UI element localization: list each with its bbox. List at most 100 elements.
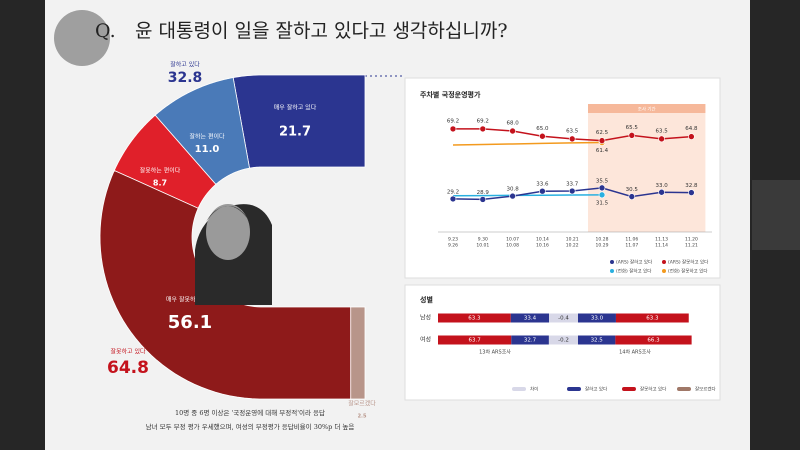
x-tick-label: 10.01 <box>476 243 489 249</box>
legend-label: (전화) 잘못하고 있다 <box>668 268 708 275</box>
chart-title: 성별 <box>420 295 433 304</box>
value-label: 68.0 <box>506 121 519 127</box>
value-label: 32.5 <box>591 338 604 344</box>
value-label: 32.8 <box>685 183 698 189</box>
legend-swatch <box>567 387 581 391</box>
segment-label: 매우 잘하고 있다 <box>274 104 317 112</box>
footnote: 남녀 모두 부정 평가 우세했으며, 여성의 부정평가 응답비율이 30%p 더… <box>146 422 355 431</box>
change-box <box>549 313 578 323</box>
segment-label: 매우 잘못하고 있다 <box>166 296 214 304</box>
point <box>568 135 576 143</box>
legend-swatch <box>512 387 526 391</box>
value-label: 28.9 <box>477 190 490 196</box>
x-tick-label: 9.26 <box>448 243 458 249</box>
point <box>598 184 606 192</box>
question-label: Q. <box>95 20 116 42</box>
bar-segment <box>510 313 550 323</box>
value-label: 65.5 <box>626 125 639 131</box>
value-label: 33.4 <box>524 316 537 322</box>
legend-swatch <box>677 387 691 391</box>
value-label: 69.2 <box>447 118 459 124</box>
legend-swatch <box>622 387 636 391</box>
series-line <box>452 194 603 197</box>
x-tick-label: 9.30 <box>478 237 488 243</box>
point <box>509 127 516 135</box>
x-tick-label: 11.06 <box>625 237 638 243</box>
x-tick-label: 11.13 <box>655 237 668 243</box>
legend-swatch <box>610 269 614 273</box>
value-label: 69.2 <box>477 118 489 124</box>
bar-segment <box>615 313 689 323</box>
x-tick-label: 10.07 <box>506 237 519 243</box>
segment-value: 21.7 <box>279 125 311 140</box>
x-tick-label: 10.08 <box>506 243 519 249</box>
donut-chart: 매우 잘하고 있다 21.7 잘하는 편이다 11.0 잘못하는 편이다 8.7 매우 잘못… <box>99 61 376 420</box>
legend-swatch <box>662 269 666 273</box>
group-value: 32.8 <box>168 70 203 86</box>
value-label: 63.5 <box>566 128 579 134</box>
value-label: 35.5 <box>596 178 609 184</box>
x-tick-label: 11.20 <box>685 237 698 243</box>
value-label: 63.5 <box>655 128 668 134</box>
legend-swatch <box>610 260 614 264</box>
bar-segment <box>615 335 692 345</box>
legend-label: 잘하고 있다 <box>585 386 608 393</box>
value-label: 33.0 <box>655 183 668 189</box>
point <box>628 193 636 200</box>
row-label: 여성 <box>420 336 431 344</box>
point <box>658 188 665 196</box>
donut-segment <box>350 306 366 400</box>
chart-title: 주차별 국정운영평가 <box>420 90 481 99</box>
value-label: 63.7 <box>469 338 482 344</box>
x-tick-label: 11.14 <box>655 243 668 249</box>
value-label: 63.3 <box>646 316 659 322</box>
value-label: 64.8 <box>685 126 698 132</box>
x-tick-label: 10.14 <box>536 237 549 243</box>
bar-segment <box>438 335 512 345</box>
highlight-tag <box>588 104 706 113</box>
footnote: 10명 중 6명 이상은 '국정운영에 대해 부정적'이라 응답 <box>175 408 325 417</box>
segment-value: 11.0 <box>195 144 220 155</box>
point <box>688 189 695 196</box>
segment-value: 8.7 <box>153 179 167 188</box>
point <box>688 133 695 140</box>
group-value: 64.8 <box>107 358 149 378</box>
highlight-label: 조사 기간 <box>638 106 656 113</box>
value-label: 30.5 <box>626 187 639 193</box>
legend-swatch <box>662 260 666 264</box>
bar-segment <box>438 313 511 323</box>
group-label: 잘하고 있다 <box>170 61 200 69</box>
bar-segment <box>511 335 549 345</box>
x-tick-label: 9.23 <box>448 237 458 243</box>
x-tick-label: 11.07 <box>625 243 638 249</box>
value-label: 31.5 <box>596 200 609 206</box>
value-label: 30.8 <box>506 187 519 193</box>
legend-label: 잘못하고 있다 <box>640 386 667 393</box>
point <box>509 192 516 200</box>
segment-label: 잘못하는 편이다 <box>140 167 181 175</box>
segment-value: 56.1 <box>168 312 212 333</box>
value-label: 33.6 <box>536 182 549 188</box>
value-label: 65.0 <box>536 126 549 132</box>
bar-segment <box>578 335 616 345</box>
legend-label: 잘모르겠다 <box>695 386 717 393</box>
change-box <box>549 335 578 345</box>
photo <box>195 204 272 305</box>
change-label: -0.2 <box>558 338 569 344</box>
point <box>598 137 606 144</box>
point <box>658 135 665 143</box>
point <box>628 132 636 139</box>
series-line <box>452 141 603 146</box>
segment-label: 잘모르겠다 <box>348 400 376 408</box>
x-tick-label: 10.21 <box>566 237 579 243</box>
legend-label: (전화) 잘하고 있다 <box>616 268 652 275</box>
logo <box>54 10 110 66</box>
x-tick-label: 10.29 <box>596 243 609 249</box>
value-label: 66.3 <box>647 338 660 344</box>
value-label: 62.5 <box>596 130 609 136</box>
x-tick-label: 10.28 <box>596 237 609 243</box>
value-label: 33.7 <box>566 182 579 188</box>
group-label: 잘못하고 있다 <box>110 348 146 356</box>
x-tick-label: 10.22 <box>566 243 579 249</box>
